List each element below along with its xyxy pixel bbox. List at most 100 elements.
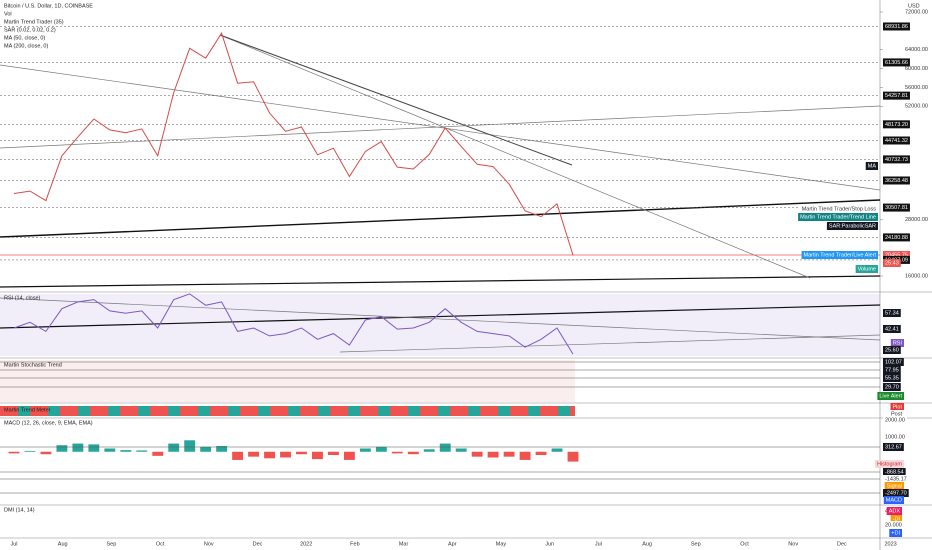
- level-label-bg: [883, 203, 910, 212]
- rsi-label-text: RSI: [893, 340, 903, 346]
- macd-label-bg: [884, 482, 904, 490]
- y-tick-label: 16000.00: [905, 273, 928, 279]
- x-tick-label: Aug: [642, 541, 652, 547]
- macd-histogram-bar: [72, 443, 84, 452]
- macd-histogram-bar: [232, 451, 244, 460]
- indicator-label: Martin Trend Trader (35): [4, 19, 64, 25]
- macd-label-text: -2497.70: [885, 490, 907, 496]
- level-label-bg: [883, 22, 910, 31]
- macd-histogram-bar: [407, 451, 419, 455]
- stoch-label-bg: [883, 358, 904, 366]
- level-label: 24180.88: [883, 233, 910, 242]
- pane-title: RSI (14, close): [4, 295, 41, 301]
- trend-line: [219, 34, 573, 166]
- rsi-label: 57.34: [883, 309, 901, 317]
- x-tick-label: Oct: [740, 541, 749, 547]
- macd-label-text: -868.54: [885, 469, 904, 475]
- series-tag-bg: [799, 205, 878, 213]
- trend-line: [0, 199, 881, 238]
- dmi-label-bg: [883, 521, 904, 529]
- x-tick-label: Sep: [107, 541, 117, 547]
- macd-label-bg: [883, 489, 909, 497]
- y-tick-label: 64000.00: [905, 47, 928, 53]
- y-tick-label: 60000.00: [905, 66, 928, 72]
- macd-histogram-bar: [104, 448, 116, 452]
- dmi-label-bg: [890, 515, 902, 523]
- series-tag-text: Martin Trend Trader/Live Alert: [804, 252, 877, 258]
- series-tag-text: Volume: [858, 266, 876, 272]
- x-tick-label: Apr: [448, 541, 457, 547]
- macd-label: MACD: [883, 496, 904, 504]
- series-tag: Martin Trend Trader/Trend Line: [798, 213, 878, 221]
- series-tag: Martin Trend Trader/Live Alert: [801, 251, 878, 259]
- series-tag-bg: [801, 251, 878, 259]
- level-label: 20455.75: [883, 250, 910, 259]
- level-label-text: 44741.32: [885, 138, 908, 144]
- rsi-label-text: 57.34: [885, 310, 899, 316]
- macd-histogram-bar: [200, 446, 212, 452]
- macd-label-bg: [883, 443, 904, 451]
- dmi-label-bg: [889, 529, 902, 537]
- level-label-bg: [883, 250, 910, 259]
- stoch-label-bg: [883, 383, 901, 391]
- stoch-label-text: Live Alert: [879, 393, 902, 399]
- level-label-text: 20455.75: [885, 252, 908, 258]
- level-label-bg: [883, 58, 910, 67]
- macd-histogram-bar: [567, 451, 579, 462]
- rsi-trend-line: [0, 297, 881, 341]
- series-tag-bg: [865, 162, 878, 170]
- stoch-label-text: 77.95: [885, 367, 899, 373]
- stoch-bg: [0, 360, 575, 402]
- dmi-label: +DI: [889, 529, 902, 537]
- rsi-label-text: 25.60: [885, 347, 899, 353]
- x-tick-label: Jul: [595, 541, 602, 547]
- macd-histogram-bar: [359, 448, 371, 452]
- macd-histogram-bar: [487, 451, 499, 458]
- series-tag-bg: [798, 213, 878, 221]
- stoch-label-text: 55.35: [885, 375, 899, 381]
- level-label-text: 24180.88: [885, 235, 908, 241]
- stoch-label-text: Post: [891, 411, 902, 417]
- level-label-bg: [883, 120, 910, 129]
- x-tick-label: Nov: [788, 541, 798, 547]
- macd-histogram-bar: [439, 443, 451, 452]
- series-tag: Volume: [855, 265, 878, 273]
- macd-histogram-bar: [120, 450, 132, 452]
- trend-line: [0, 275, 881, 288]
- macd-label: Signal: [884, 482, 904, 490]
- level-label: 36258.48: [883, 176, 910, 185]
- trend-line: [219, 34, 811, 279]
- macd-label-bg: [883, 468, 906, 476]
- series-tag-text: Martin Trend Trader/Stop Loss: [802, 206, 877, 212]
- series-tag-text: MA: [868, 163, 877, 169]
- indicator-label: SAR (0.02, 0.02, 0.2): [4, 27, 56, 33]
- stoch-label: Plot: [890, 403, 904, 411]
- stoch-label: 55.35: [883, 374, 901, 382]
- pane-title: MACD (12, 26, close, 9, EMA, EMA): [4, 420, 93, 426]
- macd-label: -868.54: [883, 468, 906, 476]
- macd-histogram-bar: [535, 451, 547, 456]
- macd-label: Histogram: [874, 460, 904, 468]
- dmi-label-text: +DI: [891, 530, 900, 536]
- macd-histogram-bar: [423, 449, 435, 452]
- dmi-label-bg: [886, 507, 902, 515]
- x-tick-label: Dec: [253, 541, 263, 547]
- macd-histogram-bar: [56, 445, 68, 452]
- macd-label: 312.67: [883, 443, 904, 451]
- level-label-text: 68931.86: [885, 24, 908, 30]
- stoch-label-bg: [883, 366, 901, 374]
- macd-histogram-bar: [503, 451, 515, 457]
- drawings: [0, 34, 881, 353]
- y-tick-label: 72000.00: [905, 9, 928, 15]
- level-label-text: 30507.81: [885, 205, 908, 211]
- currency-label: USD: [908, 3, 920, 9]
- meter-label: 2000.00: [883, 416, 907, 424]
- x-tick-label: Oct: [156, 541, 165, 547]
- dmi-label-text: -DI: [893, 516, 901, 522]
- meter-label-bg: [883, 416, 907, 424]
- level-label: 30507.81: [883, 203, 910, 212]
- macd-label-text: -1435.17: [885, 476, 907, 482]
- level-label-bg: [883, 176, 910, 185]
- macd-histogram-bar: [471, 451, 483, 457]
- rsi-label: RSI: [890, 339, 904, 347]
